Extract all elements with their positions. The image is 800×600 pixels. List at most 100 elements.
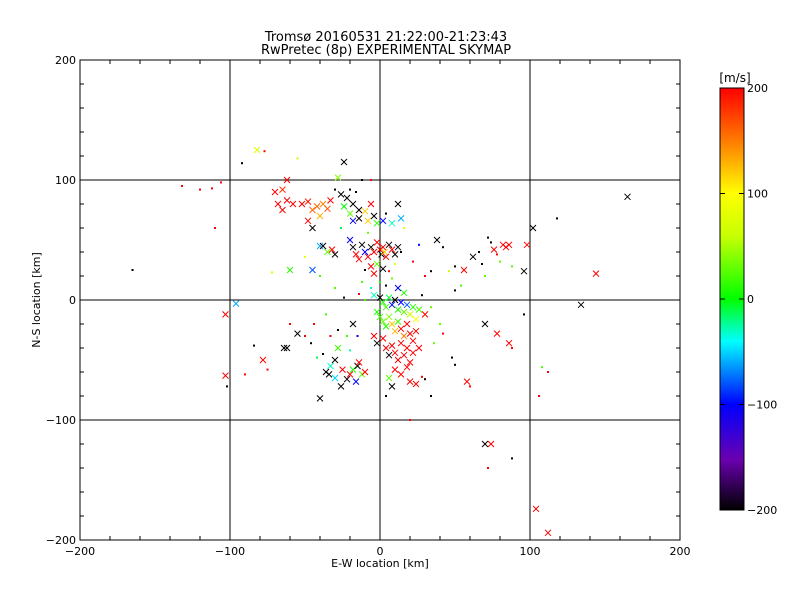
data-point-x [304, 217, 312, 225]
data-point-stroke [309, 266, 316, 274]
data-point-stroke [331, 251, 339, 258]
data-point-x [388, 219, 396, 227]
data-point-stroke [532, 505, 540, 513]
data-point-x [481, 320, 489, 328]
data-point-dot [388, 270, 390, 273]
data-point-stroke [349, 320, 357, 328]
data-point-stroke [463, 378, 471, 385]
data-point-stroke [361, 248, 369, 256]
data-point-x [283, 344, 291, 352]
data-point-stroke [361, 207, 369, 215]
data-point-x [361, 207, 369, 215]
data-point-dot [263, 150, 266, 153]
data-point-stroke [349, 243, 357, 251]
data-point-dot [220, 181, 222, 184]
data-point-x [309, 224, 316, 232]
data-point-x [327, 197, 334, 204]
data-point-x [409, 337, 417, 345]
data-point-stroke [487, 440, 495, 448]
data-point-x [379, 243, 387, 251]
data-point-x [381, 248, 388, 256]
data-point-dot [370, 287, 372, 289]
data-point-stroke [505, 339, 513, 347]
data-point-dot [316, 356, 318, 359]
data-point-x [520, 267, 528, 275]
data-point-stroke [379, 318, 387, 325]
data-point-stroke [397, 299, 405, 306]
data-point-x [331, 251, 339, 258]
data-point-stroke [409, 337, 417, 345]
data-point-stroke [394, 356, 402, 364]
data-point-stroke [327, 362, 334, 370]
data-point-stroke [337, 191, 345, 198]
data-point-stroke [334, 344, 342, 352]
data-point-stroke [412, 315, 420, 323]
data-point-x [592, 270, 600, 277]
data-point-stroke [394, 200, 402, 208]
data-point-stroke [391, 296, 399, 304]
data-point-x [340, 203, 348, 210]
data-point-stroke [388, 320, 396, 328]
data-point-stroke [279, 186, 286, 193]
data-point-stroke [412, 327, 420, 335]
data-point-x [289, 200, 297, 208]
data-point-stroke [388, 246, 396, 253]
data-point-dot [421, 375, 423, 378]
data-point-stroke [346, 236, 354, 244]
data-point-stroke [316, 242, 324, 250]
data-point-x [490, 246, 498, 253]
y-tick-label: −100 [46, 414, 76, 427]
data-point-x [222, 311, 229, 318]
data-point-dot [511, 347, 513, 349]
data-point-x [397, 325, 405, 333]
data-point-stroke [373, 339, 381, 347]
colorbar-tick-label: 0 [747, 293, 754, 306]
data-point-stroke [340, 203, 348, 210]
data-point-stroke [412, 380, 420, 388]
data-point-x [331, 374, 339, 382]
axis-ticks: −200 −100 0 100 200 −200 −100 0 100 200 [46, 54, 691, 558]
data-point-x [385, 294, 393, 301]
data-point-dot [538, 395, 540, 397]
data-point-x [279, 186, 286, 193]
data-point-stroke [355, 255, 363, 263]
data-point-stroke [355, 359, 363, 366]
data-point-x [388, 383, 396, 390]
data-point-dot [343, 296, 345, 299]
data-point-x [379, 265, 387, 273]
data-point-x [373, 260, 381, 268]
data-point-stroke [481, 440, 489, 448]
data-point-x [388, 320, 396, 328]
data-point-stroke [358, 241, 366, 249]
data-point-x [529, 224, 537, 232]
data-point-dot [424, 275, 426, 277]
data-point-x [409, 349, 417, 357]
data-point-x [400, 351, 408, 359]
data-point-stroke [253, 146, 261, 154]
data-point-stroke [222, 311, 229, 318]
data-point-x [370, 291, 378, 299]
data-point-x [370, 248, 378, 256]
data-point-x [339, 366, 346, 373]
data-point-x [313, 203, 321, 210]
y-tick-label: 0 [69, 294, 76, 307]
data-point-x [385, 351, 393, 359]
data-point-dot [523, 313, 525, 316]
data-point-stroke [309, 206, 316, 214]
data-point-stroke [259, 356, 267, 364]
data-point-stroke [385, 374, 393, 382]
data-point-x [349, 320, 357, 328]
data-point-x [382, 303, 390, 311]
x-tick-label: −200 [65, 545, 95, 558]
data-point-dot [454, 363, 456, 366]
data-point-stroke [373, 239, 381, 246]
data-point-stroke [304, 217, 312, 225]
data-point-stroke [520, 267, 528, 275]
data-point-stroke [385, 313, 393, 321]
chart-title: Tromsø 20160531 21:22:00-21:23:43 [264, 30, 507, 45]
data-point-stroke [385, 294, 393, 301]
data-point-dot [340, 227, 342, 229]
data-point-stroke [385, 241, 393, 249]
data-point-stroke [331, 356, 339, 364]
data-point-stroke [316, 395, 324, 402]
